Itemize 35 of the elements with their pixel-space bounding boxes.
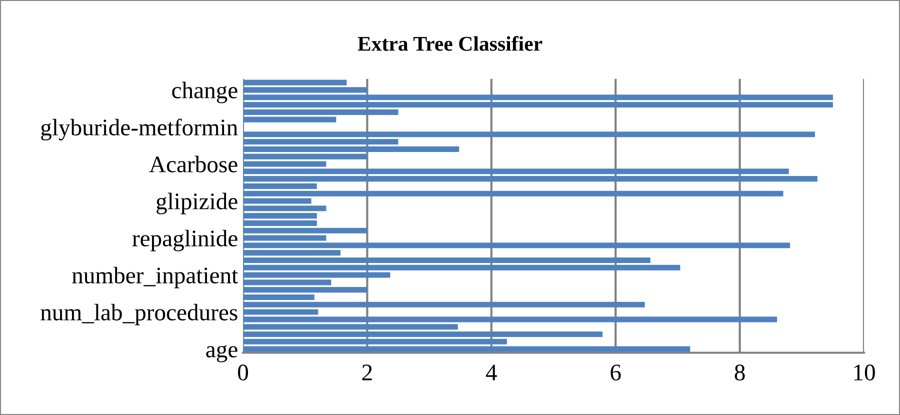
bar	[243, 146, 460, 152]
bar	[243, 302, 645, 308]
bar	[243, 213, 317, 219]
bar	[243, 132, 815, 138]
y-tick-label: change	[172, 82, 238, 104]
x-tick-label: 4	[486, 364, 497, 380]
bar	[243, 138, 398, 145]
bar	[243, 331, 603, 338]
bar	[243, 116, 336, 122]
y-tick-label: glyburide-metformin	[41, 118, 238, 140]
x-tick-label: 10	[854, 364, 875, 380]
chart-title: Extra Tree Classifier	[358, 36, 542, 51]
bar	[243, 102, 833, 108]
bar	[243, 294, 314, 300]
bar	[243, 338, 507, 344]
bar	[243, 250, 340, 256]
y-tick-label: glipizide	[156, 192, 238, 214]
x-tick-label: 6	[610, 364, 621, 380]
x-tick-label: 0	[238, 364, 248, 380]
bar	[243, 220, 317, 226]
y-tick-label: number_inpatient	[72, 266, 238, 288]
bar	[243, 109, 398, 115]
bar	[243, 324, 458, 330]
bar	[243, 94, 833, 100]
bar	[243, 287, 368, 293]
y-tick-label: repaglinide	[132, 230, 238, 252]
y-tick-label: age	[206, 345, 238, 362]
x-tick-label: 2	[362, 364, 372, 380]
bar	[243, 183, 317, 189]
x-tick-label: 8	[734, 364, 745, 380]
bar	[243, 257, 650, 263]
y-tick-label: Acarbose	[149, 156, 238, 172]
y-tick-label: num_lab_procedures	[40, 304, 238, 326]
bar	[243, 346, 690, 352]
bar	[243, 176, 818, 182]
